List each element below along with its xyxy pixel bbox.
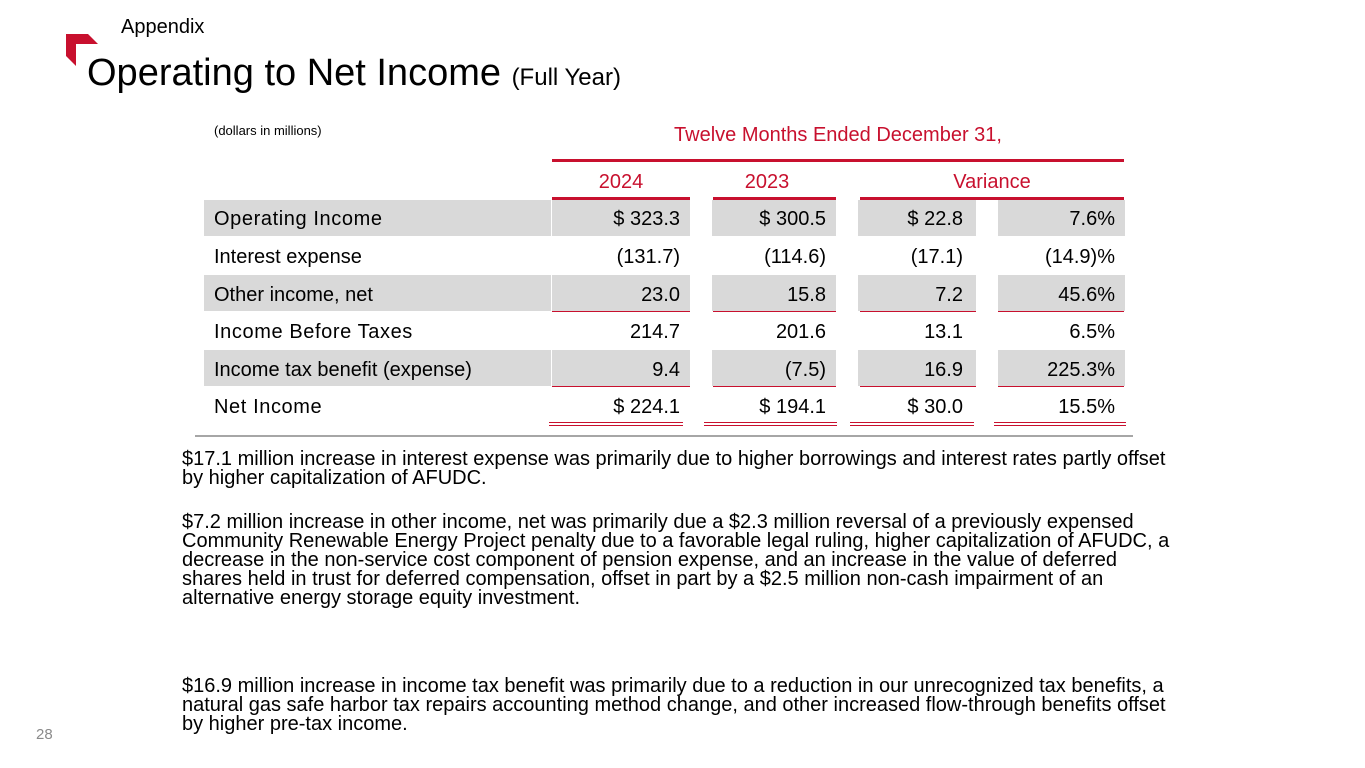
page-title: Operating to Net Income (Full Year) <box>87 52 621 95</box>
page-number: 28 <box>36 726 53 743</box>
col-gap <box>836 350 858 386</box>
col-gap <box>690 275 712 311</box>
units-note: (dollars in millions) <box>214 123 322 138</box>
col-gap <box>551 200 552 236</box>
total-double-underline <box>704 422 837 426</box>
col-gap <box>690 200 712 236</box>
row-shade-operating-income <box>204 200 1125 236</box>
row-shade-other-income <box>204 275 1125 311</box>
cell-income-tax-var-abs: 16.9 <box>924 359 963 381</box>
cell-net-income-var-abs: $ 30.0 <box>907 396 963 418</box>
cell-interest-expense-var-abs: (17.1) <box>910 246 963 268</box>
cell-interest-expense-var-pct: (14.9)% <box>1044 246 1115 268</box>
col-gap <box>836 275 858 311</box>
cell-net-income-var-pct: 15.5% <box>1058 396 1115 418</box>
col-gap <box>690 350 712 386</box>
subtotal-underline <box>713 386 836 387</box>
row-label-income-before-taxes: Income Before Taxes <box>214 321 413 343</box>
cell-other-income-var-abs: 7.2 <box>935 284 963 306</box>
cell-other-income-2023: 15.8 <box>787 284 826 306</box>
col-gap <box>976 350 998 386</box>
note-interest-expense: $17.1 million increase in interest expen… <box>182 448 1166 489</box>
row-label-operating-income: Operating Income <box>214 208 383 230</box>
cell-interest-expense-2023: (114.6) <box>764 246 826 268</box>
cell-income-before-taxes-var-pct: 6.5% <box>1069 321 1115 343</box>
row-label-income-tax: Income tax benefit (expense) <box>214 359 472 381</box>
cell-net-income-2023: $ 194.1 <box>759 396 826 418</box>
cell-income-tax-var-pct: 225.3% <box>1047 359 1115 381</box>
row-shade-income-tax <box>204 350 1125 386</box>
note-other-income: $7.2 million increase in other income, n… <box>182 511 1170 609</box>
cell-income-tax-2023: (7.5) <box>784 359 826 381</box>
col-gap <box>551 275 552 311</box>
subtotal-underline <box>860 311 976 312</box>
cell-net-income-2024: $ 224.1 <box>613 396 680 418</box>
period-header-rule <box>552 159 1124 162</box>
col-header-2024: 2024 <box>598 171 644 193</box>
note-income-tax: $16.9 million increase in income tax ben… <box>182 675 1166 735</box>
cell-other-income-2024: 23.0 <box>641 284 680 306</box>
cell-interest-expense-2024: (131.7) <box>616 246 680 268</box>
cell-income-before-taxes-2023: 201.6 <box>775 321 826 343</box>
col-rule-2024 <box>552 197 690 200</box>
title-main: Operating to Net Income <box>87 52 501 94</box>
col-gap <box>551 350 552 386</box>
table-bottom-rule <box>195 435 1133 437</box>
total-double-underline <box>850 422 974 426</box>
subtotal-underline <box>552 386 690 387</box>
cell-operating-income-2024: $ 323.3 <box>613 208 680 230</box>
total-double-underline <box>994 422 1126 426</box>
cell-other-income-var-pct: 45.6% <box>1058 284 1115 306</box>
cell-operating-income-2023: $ 300.5 <box>759 208 826 230</box>
cell-income-before-taxes-var-abs: 13.1 <box>924 321 963 343</box>
col-gap <box>976 200 998 236</box>
col-header-variance: Variance <box>953 171 1031 193</box>
period-header: Twelve Months Ended December 31, <box>674 124 1002 146</box>
row-label-net-income: Net Income <box>214 396 323 418</box>
cell-operating-income-var-abs: $ 22.8 <box>907 208 963 230</box>
corner-logo-icon <box>66 34 98 66</box>
cell-operating-income-var-pct: 7.6% <box>1069 208 1115 230</box>
col-rule-variance <box>860 197 1124 200</box>
cell-income-before-taxes-2024: 214.7 <box>629 321 680 343</box>
row-label-interest-expense: Interest expense <box>214 246 362 268</box>
subtotal-underline <box>998 311 1124 312</box>
subtotal-underline <box>998 386 1124 387</box>
section-label: Appendix <box>121 16 205 38</box>
col-rule-2023 <box>713 197 836 200</box>
cell-income-tax-2024: 9.4 <box>652 359 680 381</box>
subtotal-underline <box>713 311 836 312</box>
title-subtitle: (Full Year) <box>511 64 621 91</box>
total-double-underline <box>549 422 683 426</box>
col-gap <box>976 275 998 311</box>
subtotal-underline <box>860 386 976 387</box>
subtotal-underline <box>552 311 690 312</box>
col-header-2023: 2023 <box>744 171 790 193</box>
col-gap <box>836 200 858 236</box>
row-label-other-income: Other income, net <box>214 284 373 306</box>
